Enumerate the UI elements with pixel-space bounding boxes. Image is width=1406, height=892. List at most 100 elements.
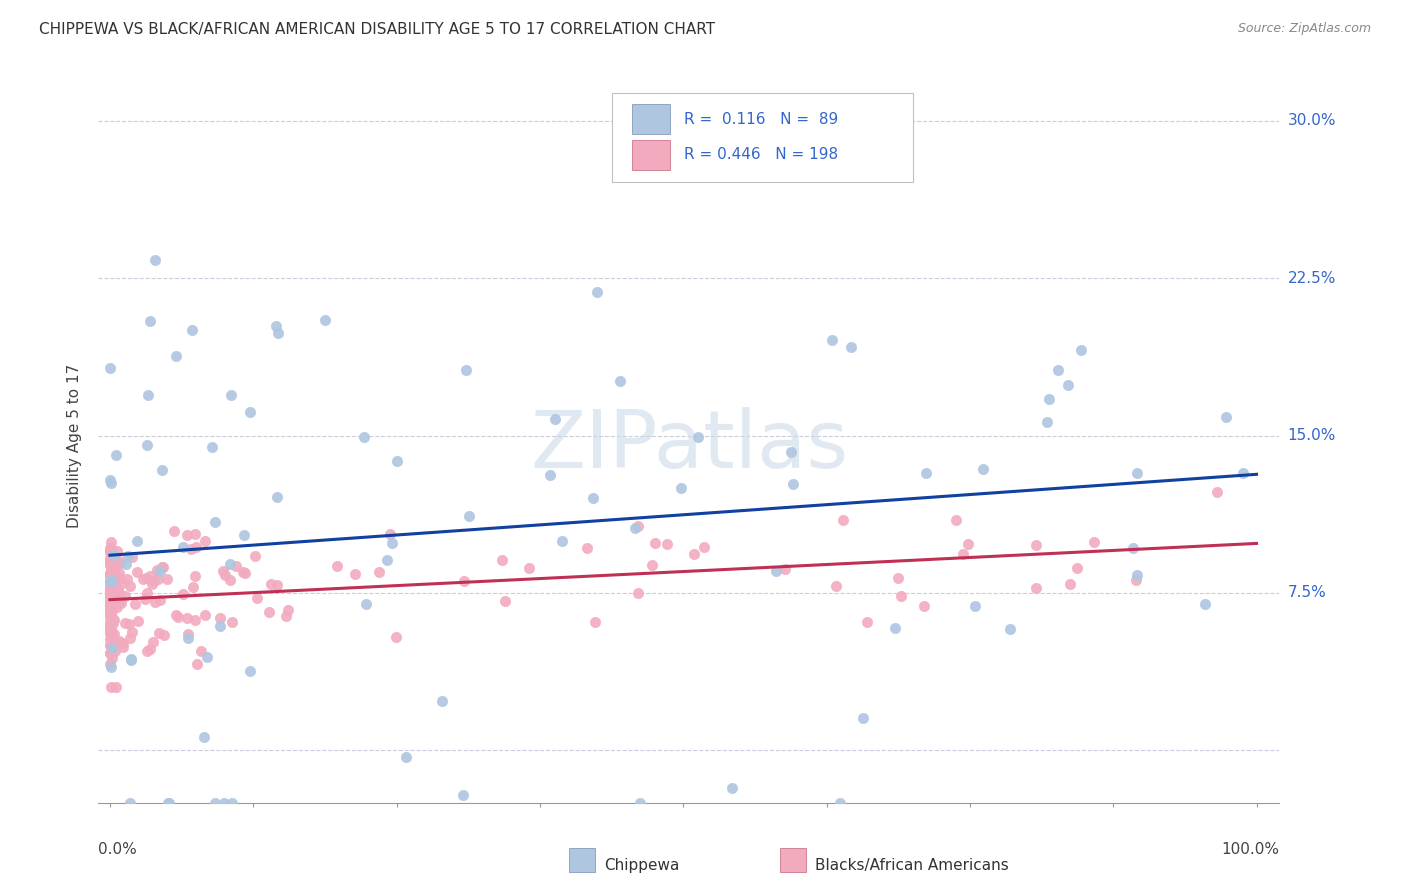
Point <box>98 601 121 615</box>
FancyBboxPatch shape <box>612 93 914 182</box>
Point <box>395 749 418 764</box>
Point <box>100 579 122 593</box>
Point <box>165 349 187 363</box>
Text: Blacks/African Americans: Blacks/African Americans <box>815 858 1010 872</box>
Point <box>98 558 121 572</box>
Point <box>100 605 122 619</box>
Point <box>143 574 166 588</box>
Point <box>972 462 994 476</box>
Point <box>127 614 149 628</box>
Point <box>1083 534 1105 549</box>
Point <box>186 657 208 671</box>
Point <box>100 623 122 637</box>
Point <box>538 468 561 483</box>
Point <box>181 322 204 336</box>
Point <box>458 509 481 524</box>
Point <box>100 624 122 638</box>
Point <box>98 545 121 559</box>
Point <box>831 513 853 527</box>
Point <box>163 524 186 539</box>
Point <box>98 622 121 636</box>
Point <box>100 622 122 636</box>
Point <box>108 566 131 581</box>
Point <box>121 625 143 640</box>
Point <box>430 694 453 708</box>
Point <box>150 463 173 477</box>
Point <box>343 566 366 581</box>
Point <box>839 341 862 355</box>
Point <box>100 603 122 617</box>
Point <box>98 625 121 640</box>
Point <box>214 568 236 582</box>
Point <box>98 544 121 558</box>
Point <box>201 440 224 454</box>
Point <box>114 589 136 603</box>
Point <box>963 599 986 613</box>
Point <box>141 577 163 591</box>
Point <box>100 628 122 642</box>
Point <box>101 574 124 588</box>
Text: R = 0.446   N = 198: R = 0.446 N = 198 <box>685 147 838 162</box>
Point <box>110 596 132 610</box>
Point <box>381 535 404 549</box>
Point <box>125 533 148 548</box>
Point <box>721 781 744 796</box>
Point <box>184 613 207 627</box>
Point <box>184 540 207 554</box>
Point <box>232 565 254 579</box>
Point <box>194 534 217 549</box>
Point <box>120 796 142 810</box>
Point <box>118 616 141 631</box>
Point <box>100 565 122 579</box>
Point <box>957 537 980 551</box>
Point <box>101 603 124 617</box>
Point <box>98 646 121 660</box>
Text: CHIPPEWA VS BLACK/AFRICAN AMERICAN DISABILITY AGE 5 TO 17 CORRELATION CHART: CHIPPEWA VS BLACK/AFRICAN AMERICAN DISAB… <box>39 22 716 37</box>
Point <box>820 169 842 184</box>
Point <box>385 630 408 644</box>
Point <box>108 571 131 585</box>
Point <box>356 597 378 611</box>
Point <box>856 615 879 630</box>
Point <box>225 559 247 574</box>
Bar <box>633 104 671 134</box>
Point <box>884 620 907 634</box>
Point <box>139 569 162 583</box>
Point <box>1125 567 1147 582</box>
Point <box>98 557 121 571</box>
Point <box>239 405 262 419</box>
Point <box>105 599 128 614</box>
Point <box>149 565 172 579</box>
Point <box>773 562 796 576</box>
Point <box>98 567 121 582</box>
Point <box>103 574 125 589</box>
Point <box>609 374 631 388</box>
Point <box>165 608 187 623</box>
Point <box>1126 466 1149 480</box>
Point <box>98 473 121 487</box>
Point <box>1070 343 1092 358</box>
Point <box>887 571 910 585</box>
Point <box>353 429 375 443</box>
Point <box>644 536 666 550</box>
Point <box>100 594 122 608</box>
Point <box>914 599 936 613</box>
Point <box>193 730 215 744</box>
Point <box>582 491 605 505</box>
Point <box>890 589 912 603</box>
Point <box>100 613 122 627</box>
Point <box>1057 377 1080 392</box>
Point <box>576 541 599 556</box>
Text: 100.0%: 100.0% <box>1222 842 1279 857</box>
Text: 7.5%: 7.5% <box>1288 585 1326 600</box>
Point <box>100 541 122 555</box>
Point <box>177 631 200 645</box>
Point <box>98 541 121 555</box>
Point <box>219 557 242 571</box>
Point <box>100 629 122 643</box>
Point <box>180 541 202 556</box>
Point <box>184 527 207 541</box>
Point <box>103 635 125 649</box>
Point <box>367 565 389 579</box>
Point <box>98 361 121 376</box>
